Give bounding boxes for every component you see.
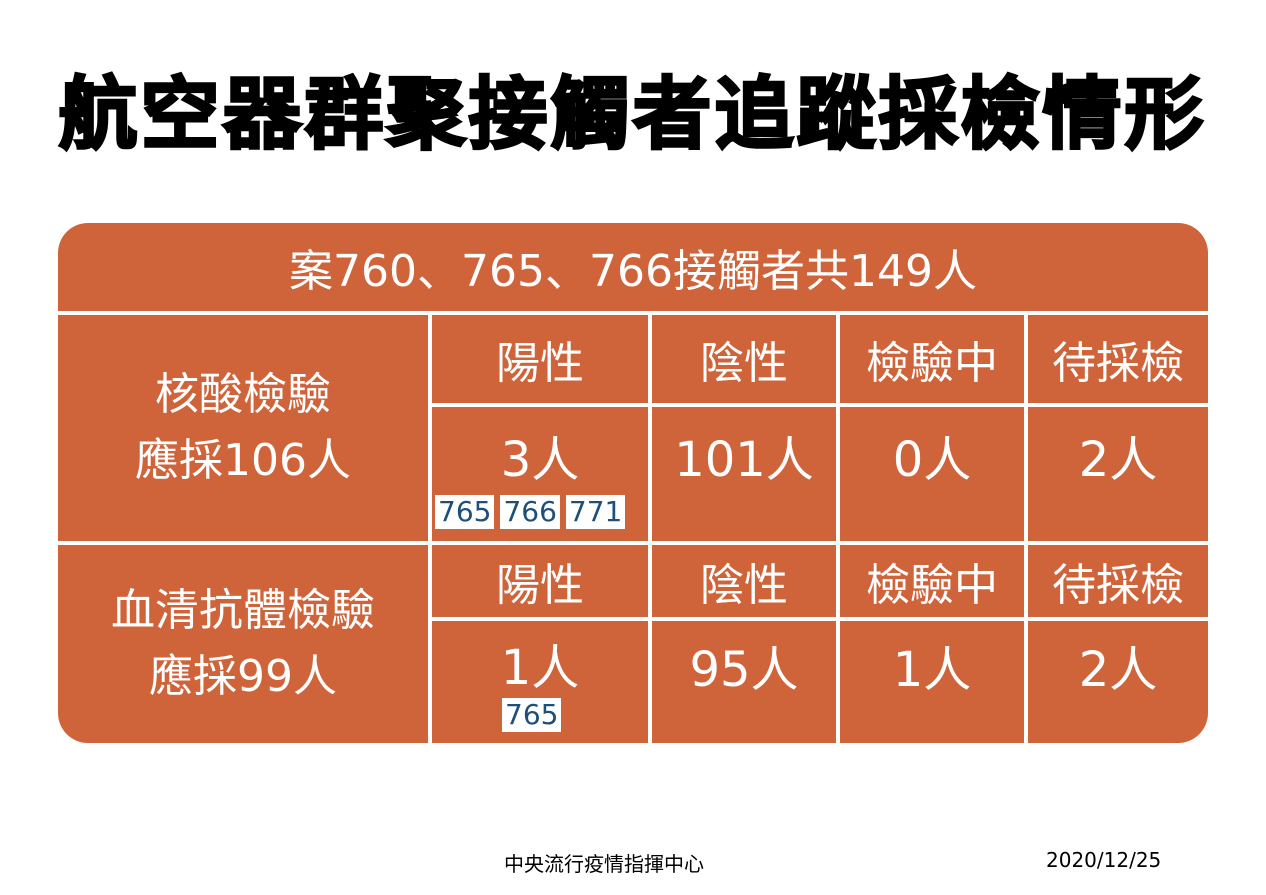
section-label-line1: 核酸檢驗 bbox=[155, 369, 331, 420]
divider-section bbox=[58, 541, 1208, 545]
section-label-line1: 血清抗體檢驗 bbox=[111, 585, 375, 636]
case-tag: 765 bbox=[435, 495, 495, 529]
case-tag: 771 bbox=[565, 495, 626, 529]
footer-date: 2020/12/25 bbox=[1046, 848, 1162, 872]
nucleic-acid-test-label: 核酸檢驗 應採106人 bbox=[58, 315, 428, 541]
serology-positive-count: 1人 bbox=[500, 640, 580, 696]
divider-col0 bbox=[428, 311, 432, 743]
serology-negative-count: 95人 bbox=[689, 642, 799, 698]
nucleic-positive-case-tags: 765 766 771 bbox=[435, 495, 626, 529]
page-title: 航空器群聚接觸者追蹤採檢情形 bbox=[57, 69, 1207, 162]
contact-tracing-table: 案760、765、766接觸者共149人 核酸檢驗 應採106人 陽性 陰性 檢… bbox=[58, 223, 1208, 743]
serology-positive-case-tags: 765 bbox=[502, 698, 562, 732]
case-tag: 765 bbox=[502, 698, 562, 732]
case-tag: 766 bbox=[500, 495, 560, 529]
footer-organization: 中央流行疫情指揮中心 bbox=[504, 852, 704, 876]
nucleic-positive-count: 3人 bbox=[500, 432, 580, 488]
nucleic-negative-count: 101人 bbox=[674, 432, 814, 488]
column-header-positive: 陽性 bbox=[496, 338, 584, 389]
serology-test-label: 血清抗體檢驗 應採99人 bbox=[58, 545, 428, 743]
column-header-positive: 陽性 bbox=[496, 560, 584, 611]
column-header-pending: 待採檢 bbox=[1052, 560, 1184, 611]
divider-col3 bbox=[1024, 311, 1028, 743]
column-header-pending: 待採檢 bbox=[1052, 338, 1184, 389]
column-header-testing: 檢驗中 bbox=[866, 338, 998, 389]
divider-row2-mid bbox=[428, 617, 1208, 621]
column-header-negative: 陰性 bbox=[700, 560, 788, 611]
nucleic-pending-count: 2人 bbox=[1078, 432, 1158, 488]
column-header-negative: 陰性 bbox=[700, 338, 788, 389]
section-label-line2: 應採106人 bbox=[135, 435, 351, 486]
section-label-line2: 應採99人 bbox=[149, 651, 337, 702]
serology-testing-count: 1人 bbox=[892, 642, 972, 698]
table-header: 案760、765、766接觸者共149人 bbox=[289, 246, 977, 297]
nucleic-testing-count: 0人 bbox=[892, 432, 972, 488]
divider-row1-mid bbox=[428, 403, 1208, 407]
divider-header bbox=[58, 311, 1208, 315]
divider-col2 bbox=[836, 311, 840, 743]
divider-col1 bbox=[648, 311, 652, 743]
column-header-testing: 檢驗中 bbox=[866, 560, 998, 611]
serology-pending-count: 2人 bbox=[1078, 642, 1158, 698]
